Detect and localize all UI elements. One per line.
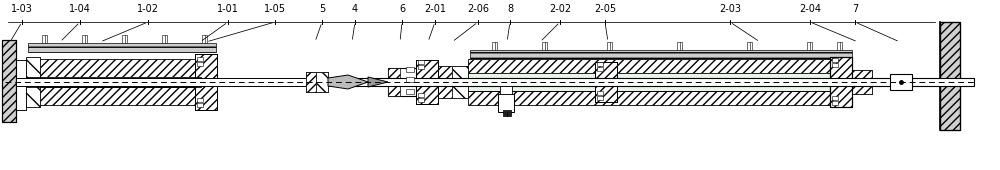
Text: 2-01: 2-01 <box>424 4 446 14</box>
Bar <box>26 77 201 87</box>
Bar <box>890 74 912 90</box>
Text: 1-04: 1-04 <box>69 4 91 14</box>
Text: 5: 5 <box>319 4 325 14</box>
Bar <box>595 62 617 102</box>
Bar <box>807 42 812 50</box>
Bar <box>940 22 960 130</box>
Bar <box>316 72 328 92</box>
Bar <box>26 59 201 77</box>
Text: 7: 7 <box>852 4 858 14</box>
Polygon shape <box>368 77 388 87</box>
Bar <box>595 62 617 102</box>
Bar <box>830 57 852 107</box>
Bar <box>830 57 852 107</box>
Text: 8: 8 <box>507 4 513 14</box>
Bar <box>416 60 438 104</box>
Bar <box>498 94 514 112</box>
Bar <box>597 67 603 71</box>
Text: 1-02: 1-02 <box>137 4 159 14</box>
Bar <box>16 60 26 74</box>
Bar <box>82 35 87 43</box>
Text: 2-04: 2-04 <box>799 4 821 14</box>
Bar <box>197 103 203 107</box>
Text: 2-05: 2-05 <box>594 4 616 14</box>
Bar <box>406 89 414 94</box>
Bar <box>344 78 974 86</box>
Text: 6: 6 <box>399 4 405 14</box>
Bar <box>28 43 216 52</box>
Text: 1-05: 1-05 <box>264 4 286 14</box>
Bar <box>832 101 838 105</box>
Bar <box>306 72 316 92</box>
Bar <box>852 70 872 94</box>
Bar <box>452 66 468 98</box>
Bar <box>597 91 603 95</box>
Bar <box>406 77 414 82</box>
Bar <box>122 35 127 43</box>
Bar <box>416 60 438 104</box>
Bar <box>597 62 603 66</box>
Bar <box>832 58 838 62</box>
Bar <box>202 35 207 43</box>
Text: 1-01: 1-01 <box>217 4 239 14</box>
Bar <box>197 62 203 66</box>
Bar <box>438 66 468 98</box>
Bar <box>26 57 40 107</box>
Bar <box>418 65 424 69</box>
Bar <box>197 98 203 102</box>
Bar <box>16 60 26 110</box>
Text: 1-03: 1-03 <box>11 4 33 14</box>
Text: 2-03: 2-03 <box>719 4 741 14</box>
Bar <box>492 42 497 50</box>
Bar <box>468 73 838 91</box>
Bar <box>470 50 852 59</box>
Text: 4: 4 <box>352 4 358 14</box>
Bar <box>468 59 838 73</box>
Bar <box>503 110 511 116</box>
Bar <box>468 91 838 105</box>
Bar <box>16 78 344 86</box>
Bar <box>26 87 201 105</box>
Bar <box>197 57 203 61</box>
Polygon shape <box>328 75 368 89</box>
Bar <box>500 86 512 94</box>
Bar <box>438 66 452 98</box>
Bar <box>162 35 167 43</box>
Bar <box>837 42 842 50</box>
Bar <box>852 84 872 94</box>
Bar <box>2 40 16 122</box>
Bar <box>42 35 47 43</box>
Bar <box>406 67 414 72</box>
Bar <box>940 22 960 130</box>
Bar <box>306 72 328 92</box>
Bar <box>677 42 682 50</box>
Bar <box>747 42 752 50</box>
Bar <box>418 93 424 97</box>
Bar <box>2 40 16 122</box>
Bar <box>832 63 838 67</box>
Bar <box>388 68 400 96</box>
Bar <box>542 42 547 50</box>
Bar <box>418 60 424 64</box>
Bar <box>195 54 217 110</box>
Bar <box>195 54 217 110</box>
Bar <box>852 70 872 80</box>
Bar <box>388 68 416 96</box>
Bar <box>418 98 424 102</box>
Bar <box>832 96 838 100</box>
Text: 2-06: 2-06 <box>467 4 489 14</box>
Bar <box>16 96 26 110</box>
Bar <box>607 42 612 50</box>
Bar <box>597 96 603 100</box>
Text: 2-02: 2-02 <box>549 4 571 14</box>
